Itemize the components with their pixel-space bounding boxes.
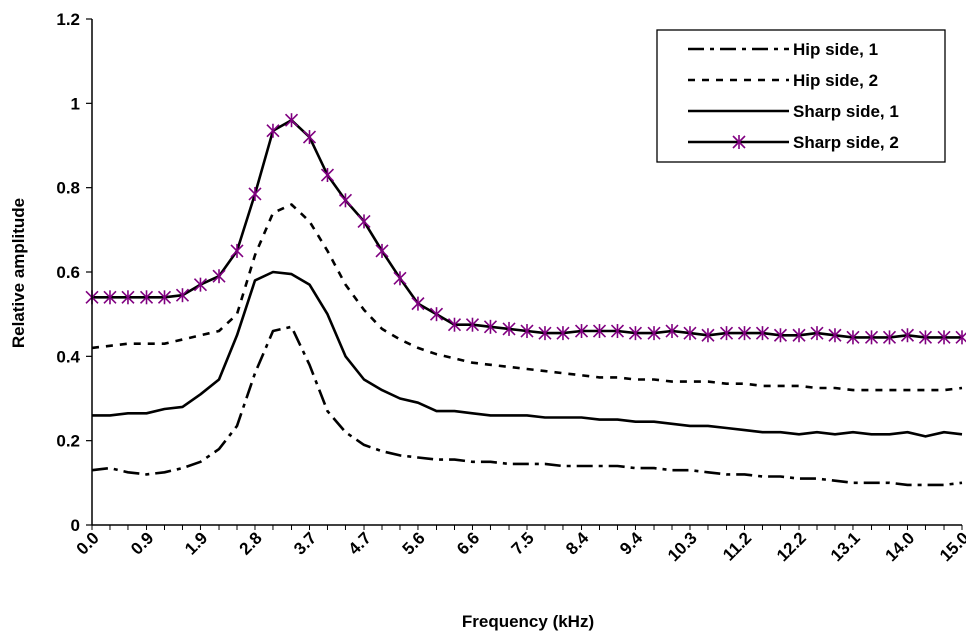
series-line-2 xyxy=(91,203,963,392)
x-tick-label: 1.9 xyxy=(181,528,211,558)
x-tick-label: 6.6 xyxy=(453,528,483,558)
series-marker xyxy=(429,307,444,322)
x-tick-label: 10.3 xyxy=(664,528,701,565)
series-marker xyxy=(375,243,389,258)
series-marker xyxy=(810,326,824,341)
series-marker xyxy=(357,214,371,229)
x-tick-label: 5.6 xyxy=(399,528,429,558)
y-tick-label: 0 xyxy=(71,516,80,535)
series-marker xyxy=(846,330,860,345)
series-marker xyxy=(248,186,262,201)
x-tick-label: 7.5 xyxy=(508,528,538,558)
series-marker xyxy=(610,324,625,339)
series-marker xyxy=(175,288,190,303)
x-axis-title: Frequency (kHz) xyxy=(462,612,594,631)
series-marker xyxy=(103,290,117,305)
series-marker xyxy=(483,319,498,334)
y-tick-label: 0.8 xyxy=(56,179,80,198)
series-marker xyxy=(212,269,226,284)
y-tick-label: 0.2 xyxy=(56,432,80,451)
x-tick-label: 0.9 xyxy=(127,528,157,558)
series-marker xyxy=(193,277,208,292)
series-marker xyxy=(230,243,244,258)
y-tick-label: 1.2 xyxy=(56,10,80,29)
series-marker xyxy=(266,123,280,138)
legend-label-1: Hip side, 1 xyxy=(793,40,878,59)
series-marker xyxy=(683,326,697,341)
series-line-3 xyxy=(92,270,963,438)
series-marker xyxy=(828,328,842,343)
series-marker xyxy=(302,130,317,145)
y-tick-label: 0.6 xyxy=(56,263,80,282)
series-marker xyxy=(628,326,643,341)
series-marker xyxy=(556,326,570,341)
series-marker xyxy=(900,328,915,343)
series-marker xyxy=(882,330,897,345)
series-marker xyxy=(955,330,966,345)
y-tick-label: 0.4 xyxy=(56,347,80,366)
series-marker xyxy=(864,330,879,345)
series-marker xyxy=(792,328,806,343)
series-marker xyxy=(139,290,154,305)
x-tick-label: 2.8 xyxy=(236,528,266,558)
y-tick-label: 1 xyxy=(71,94,80,113)
series-marker xyxy=(320,168,335,183)
series-marker xyxy=(465,317,480,332)
series-marker xyxy=(538,326,552,341)
series-marker xyxy=(393,271,407,286)
series-marker xyxy=(665,324,679,339)
x-tick-label: 9.4 xyxy=(616,528,647,559)
y-axis-title: Relative amplitude xyxy=(9,198,28,348)
x-tick-label: 15.0 xyxy=(936,528,966,565)
x-tick-label: 14.0 xyxy=(881,528,918,565)
x-tick-label: 13.1 xyxy=(827,528,864,565)
x-tick-label: 8.4 xyxy=(562,528,593,559)
series-line-1 xyxy=(91,325,963,487)
series-marker xyxy=(755,326,770,341)
legend-box xyxy=(656,29,946,163)
series-marker xyxy=(157,290,172,305)
legend-label-4: Sharp side, 2 xyxy=(793,133,899,152)
series-marker xyxy=(411,296,425,311)
x-tick-label: 11.2 xyxy=(719,528,755,564)
legend-marker xyxy=(732,135,746,149)
series-marker xyxy=(918,330,933,345)
series-marker xyxy=(447,317,462,332)
plot-series xyxy=(85,113,966,487)
series-marker xyxy=(502,321,516,336)
x-tick-label: 3.7 xyxy=(290,528,320,558)
legend: Hip side, 1 Hip side, 2 Sharp side, 1 Sharp… xyxy=(656,29,946,163)
series-marker xyxy=(773,328,788,343)
legend-label-3: Sharp side, 1 xyxy=(793,102,899,121)
series-marker xyxy=(719,326,734,341)
series-marker xyxy=(284,113,299,128)
series-marker xyxy=(937,330,951,345)
series-marker xyxy=(574,324,589,339)
series-marker xyxy=(592,324,607,339)
x-tick-label: 4.7 xyxy=(345,528,375,558)
legend-label-2: Hip side, 2 xyxy=(793,71,878,90)
series-marker xyxy=(737,326,752,341)
series-marker xyxy=(701,328,715,343)
series-marker xyxy=(520,324,534,339)
x-tick-label: 12.2 xyxy=(773,528,810,565)
series-marker xyxy=(647,326,661,341)
series-marker xyxy=(121,290,135,305)
series-marker xyxy=(338,193,353,208)
